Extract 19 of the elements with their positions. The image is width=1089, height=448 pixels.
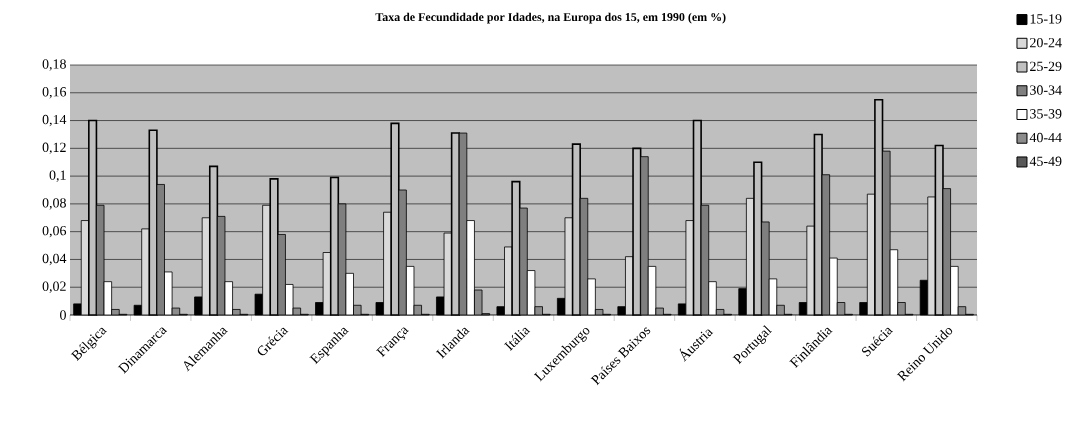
y-tick-label: 0,18	[42, 59, 66, 71]
x-tick-label: Itália	[503, 327, 531, 351]
y-tick-label: 0,12	[42, 142, 66, 155]
y-tick-label: 0,14	[42, 114, 67, 127]
chart-title: Taxa de Fecundidade por Idades, na Europa dos 15, em 1990 (em %)	[375, 12, 726, 24]
y-tick-label: 0,04	[42, 253, 67, 266]
legend-label: 45-49	[1029, 156, 1062, 166]
y-tick-label: 0,16	[42, 87, 67, 99]
y-tick-label: 0,02	[42, 281, 66, 293]
legend-label: 25-29	[1030, 61, 1062, 72]
legend-label: 30-34	[1030, 85, 1062, 95]
legend-label: 40-44	[1029, 132, 1062, 143]
y-tick-label: 0	[60, 310, 66, 320]
legend-label: 35-39	[1030, 109, 1062, 119]
legend-label: 15-19	[1030, 14, 1062, 24]
y-tick-label: 0,06	[42, 225, 67, 238]
y-tick-label: 0,08	[42, 198, 66, 210]
y-tick-label: 0,1	[49, 170, 66, 182]
legend-label: 20-24	[1030, 37, 1062, 48]
